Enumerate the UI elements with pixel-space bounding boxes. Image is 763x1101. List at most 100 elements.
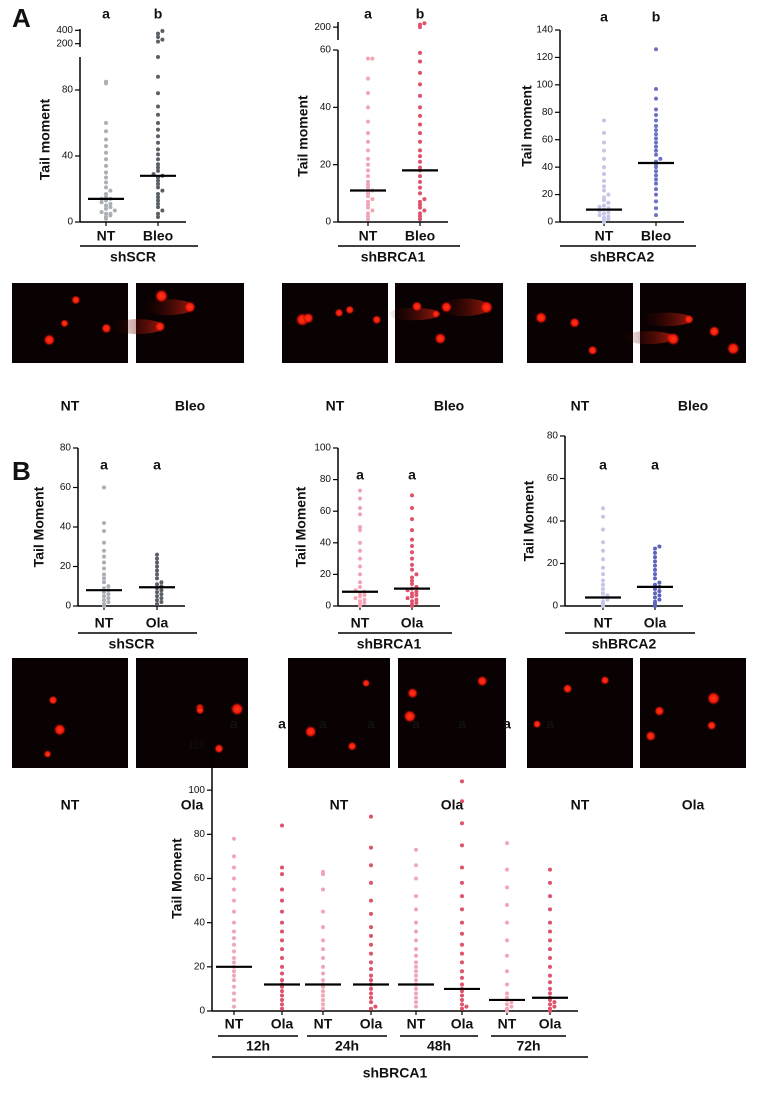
data-point bbox=[410, 594, 414, 599]
data-point bbox=[104, 157, 108, 162]
data-point bbox=[321, 938, 325, 943]
data-point bbox=[460, 1006, 464, 1011]
data-point bbox=[156, 201, 160, 206]
y-tick-label: 40 bbox=[320, 537, 332, 548]
data-point bbox=[280, 947, 284, 952]
data-point bbox=[232, 973, 236, 978]
data-point bbox=[232, 969, 236, 974]
y-tick-label: 200 bbox=[314, 22, 331, 33]
data-point bbox=[232, 997, 236, 1002]
y-axis-label: Tail moment bbox=[295, 95, 311, 177]
data-point bbox=[321, 869, 325, 874]
significance-letter: a bbox=[600, 9, 608, 25]
y-tick-label: 60 bbox=[547, 473, 559, 484]
data-point bbox=[156, 198, 160, 203]
data-point bbox=[155, 560, 159, 565]
data-point bbox=[106, 592, 111, 597]
data-point bbox=[369, 1000, 373, 1005]
data-point bbox=[414, 1004, 418, 1009]
data-point bbox=[156, 140, 160, 145]
y-tick-label: 0 bbox=[325, 601, 331, 612]
data-point bbox=[358, 599, 362, 604]
data-point bbox=[418, 159, 422, 164]
data-point bbox=[460, 865, 464, 870]
data-point bbox=[654, 47, 658, 52]
data-point bbox=[366, 202, 370, 207]
data-point bbox=[410, 493, 414, 498]
data-point bbox=[548, 1006, 552, 1011]
comet-head bbox=[434, 332, 447, 345]
data-point bbox=[410, 575, 414, 580]
data-point bbox=[155, 582, 159, 587]
data-point bbox=[606, 200, 611, 205]
data-point bbox=[654, 96, 658, 101]
data-point bbox=[418, 139, 422, 144]
data-point bbox=[601, 582, 605, 587]
data-point bbox=[156, 157, 160, 162]
data-point bbox=[602, 118, 606, 123]
time-label: 12h bbox=[246, 1038, 270, 1054]
data-point bbox=[102, 566, 106, 571]
comet-head bbox=[569, 317, 581, 329]
data-point bbox=[102, 485, 106, 490]
data-point bbox=[280, 872, 284, 877]
data-point bbox=[422, 21, 427, 26]
comet-tail bbox=[111, 319, 164, 335]
data-point bbox=[280, 997, 284, 1002]
y-tick-label: 80 bbox=[194, 829, 206, 840]
significance-letter: a bbox=[546, 716, 554, 732]
y-tick-label: 20 bbox=[320, 159, 332, 170]
data-point bbox=[362, 600, 367, 605]
data-point bbox=[418, 22, 422, 27]
data-point bbox=[464, 1004, 469, 1009]
group-label: shSCR bbox=[109, 636, 155, 652]
data-point bbox=[601, 591, 605, 596]
data-point bbox=[232, 942, 236, 947]
data-point bbox=[104, 129, 108, 134]
data-point bbox=[460, 951, 464, 956]
data-point bbox=[414, 920, 418, 925]
y-tick-label: 0 bbox=[325, 217, 331, 228]
data-point bbox=[548, 929, 552, 934]
data-point bbox=[654, 187, 658, 192]
data-point bbox=[414, 597, 419, 602]
data-point bbox=[410, 550, 414, 555]
data-point bbox=[422, 197, 427, 202]
data-point bbox=[654, 181, 658, 186]
significance-letter: b bbox=[154, 6, 163, 22]
significance-letter: b bbox=[416, 6, 425, 22]
data-point bbox=[505, 920, 509, 925]
data-point bbox=[414, 973, 418, 978]
data-point bbox=[369, 942, 373, 947]
category-label: Bleo bbox=[405, 228, 435, 244]
significance-letter: a bbox=[364, 6, 372, 22]
data-point bbox=[102, 521, 106, 526]
data-point bbox=[232, 876, 236, 881]
comet-head bbox=[587, 345, 598, 356]
data-point bbox=[410, 543, 414, 548]
data-point bbox=[358, 540, 362, 545]
comet-image bbox=[12, 283, 128, 363]
data-point bbox=[358, 572, 362, 577]
data-point bbox=[280, 929, 284, 934]
data-point bbox=[410, 599, 414, 604]
data-point bbox=[280, 887, 284, 892]
data-point bbox=[601, 599, 605, 604]
comet-head bbox=[154, 289, 169, 303]
data-point bbox=[601, 572, 605, 577]
data-point bbox=[414, 847, 418, 852]
y-tick-label: 80 bbox=[320, 474, 332, 485]
data-point bbox=[418, 59, 422, 64]
data-point bbox=[106, 600, 111, 605]
data-point bbox=[418, 70, 422, 75]
data-point bbox=[657, 597, 662, 602]
data-point bbox=[104, 144, 108, 149]
data-point bbox=[601, 506, 605, 511]
data-point bbox=[552, 1000, 557, 1005]
y-tick-label: 100 bbox=[188, 785, 205, 796]
data-point bbox=[602, 156, 606, 161]
data-point bbox=[104, 163, 108, 168]
data-point bbox=[410, 562, 414, 567]
data-point bbox=[654, 169, 658, 174]
